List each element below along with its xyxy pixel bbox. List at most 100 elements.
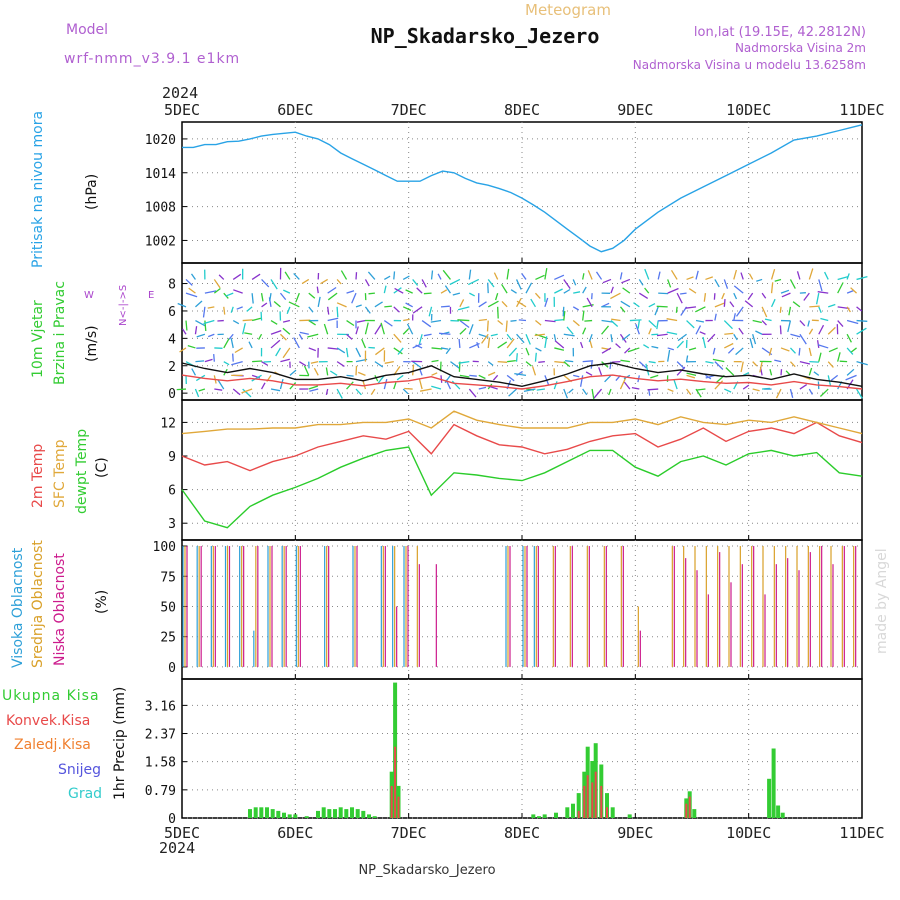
wind-barb	[507, 359, 516, 363]
wind-barb	[442, 269, 451, 280]
wind-barb	[275, 347, 282, 357]
compass-w: W	[84, 290, 94, 301]
wind-barb	[563, 361, 571, 368]
total-precip-bar	[692, 809, 697, 818]
wind-barb	[610, 292, 621, 300]
date-tick-label: 10DEC	[726, 824, 771, 842]
wind-barb	[418, 334, 423, 345]
wind-barb	[497, 320, 504, 326]
wind-barb	[203, 319, 215, 325]
wind-barb	[676, 292, 683, 304]
wind-barb	[803, 292, 810, 301]
compass-ns: N<-|->S	[118, 285, 129, 326]
wind-barb	[487, 300, 499, 308]
wind-barb	[405, 302, 413, 308]
tempdew-label: dewpt Temp	[74, 429, 90, 514]
y-tick-label: 3	[168, 517, 176, 532]
wind-barb	[695, 270, 699, 280]
wind-barb	[187, 344, 196, 349]
wind-barb	[383, 285, 387, 294]
wind-barb	[525, 333, 531, 345]
wind-barb	[362, 379, 367, 390]
temp2m-label: 2m Temp	[30, 444, 46, 508]
wind-barb	[510, 319, 517, 322]
pressure-label: Pritisak na nivou mora	[30, 111, 46, 268]
wind-barb	[610, 320, 619, 327]
wind-barb	[423, 292, 432, 295]
wind-barb	[727, 347, 735, 354]
wind-barb	[733, 292, 738, 300]
wind-barb	[356, 319, 366, 323]
wind-barb	[423, 333, 432, 337]
wind-barb	[195, 300, 203, 308]
wind-barb	[544, 319, 556, 323]
date-tick-label: 11DEC	[839, 824, 884, 842]
wind-barb	[437, 273, 442, 280]
wind-barb	[374, 324, 382, 335]
wind-barb	[406, 323, 414, 335]
wind-barb	[523, 388, 536, 393]
wind-barb	[231, 361, 243, 366]
wind-barb	[415, 344, 423, 349]
wind-barb	[770, 298, 776, 308]
wind-barb	[846, 289, 855, 294]
wind-barb	[393, 333, 402, 343]
wind-barb	[286, 306, 291, 315]
year-top: 2024	[162, 84, 198, 102]
wind-barb	[244, 332, 253, 335]
wind-barb	[656, 305, 668, 308]
wind-barb	[702, 336, 707, 349]
wind-barb	[796, 271, 801, 280]
wind-barb	[308, 292, 316, 299]
wind-barb	[856, 319, 868, 322]
wind-barb	[644, 287, 650, 294]
wind-barb	[181, 328, 187, 335]
compass-e: E	[148, 290, 154, 301]
wind-barb	[345, 347, 349, 358]
wind-barb	[374, 301, 383, 308]
wind-barb	[283, 289, 291, 294]
wind-barb	[282, 319, 291, 323]
wind-barb	[242, 319, 253, 322]
wind-barb	[566, 326, 574, 335]
date-tick-label: 9DEC	[617, 824, 653, 842]
wind-barb	[190, 273, 196, 280]
wind-barb	[246, 306, 253, 312]
wind-barb	[506, 268, 510, 280]
wind-barb	[837, 282, 844, 294]
wind-barb	[667, 279, 672, 288]
wind-barb	[273, 301, 281, 308]
wind-barb	[725, 367, 735, 376]
footer-station: NP_Skadarsko_Jezero	[358, 863, 495, 878]
wind-barb	[714, 313, 717, 321]
wind-unit: (m/s)	[84, 325, 100, 362]
cloud-panel: 0 25 50 75 100	[153, 539, 863, 680]
wind-barb	[562, 306, 565, 317]
wind-barb	[568, 388, 574, 394]
wind-barb	[721, 292, 725, 300]
wind-barb	[308, 385, 319, 390]
wind-barb	[261, 278, 270, 288]
wind-barb	[279, 333, 287, 341]
wind-barb	[572, 306, 580, 311]
wind-barb	[733, 269, 738, 280]
wind-barb	[384, 275, 391, 281]
conv-precip-bar	[591, 782, 594, 818]
wind-barb	[759, 361, 763, 373]
wind-barb	[627, 347, 640, 353]
wind-barb	[619, 377, 627, 390]
wind-barb	[667, 388, 674, 393]
wind-barb	[688, 288, 697, 294]
wind-barb	[497, 360, 508, 363]
wind-barb	[695, 306, 706, 313]
wind-barb	[648, 303, 656, 308]
temp-2m-line	[181, 421, 863, 472]
wind-barb	[487, 337, 491, 349]
wind-barb	[808, 388, 813, 395]
conv-precip-bar	[390, 785, 393, 818]
wind-barb	[346, 374, 354, 377]
wind-barb	[310, 361, 319, 364]
wind-barb	[637, 320, 640, 329]
wind-barb	[185, 292, 198, 298]
wind-barb	[638, 361, 647, 369]
